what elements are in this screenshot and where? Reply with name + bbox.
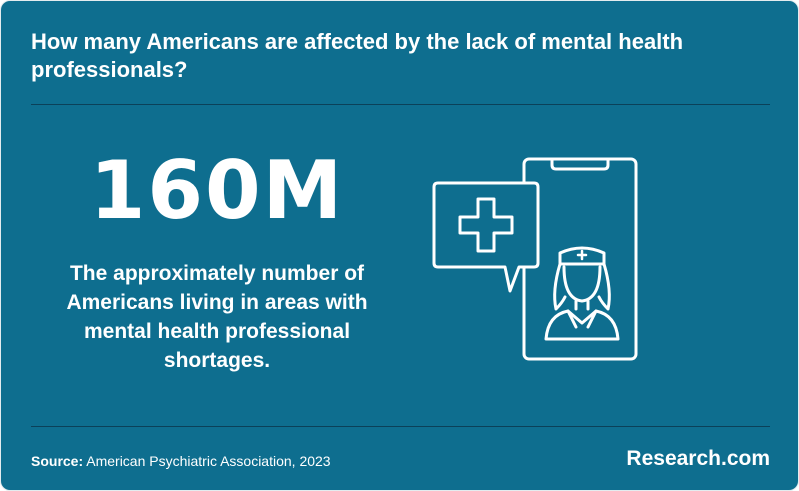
telehealth-illustration <box>432 157 638 361</box>
page-title: How many Americans are affected by the l… <box>31 29 684 82</box>
nurse-icon <box>544 246 620 341</box>
bottom-divider <box>31 426 770 427</box>
source-line: Source: American Psychiatric Association… <box>31 453 331 469</box>
medical-cross-icon <box>458 197 514 253</box>
chat-bubble-icon <box>432 181 540 293</box>
stat-description: The approximately number of Americans li… <box>66 262 368 372</box>
phone-icon <box>522 157 638 361</box>
source-text: American Psychiatric Association, 2023 <box>86 453 331 469</box>
top-divider <box>31 104 770 105</box>
source-label: Source: <box>31 453 84 469</box>
stat-value: 160M <box>89 144 345 237</box>
brand-logo: Research.com <box>626 447 770 470</box>
